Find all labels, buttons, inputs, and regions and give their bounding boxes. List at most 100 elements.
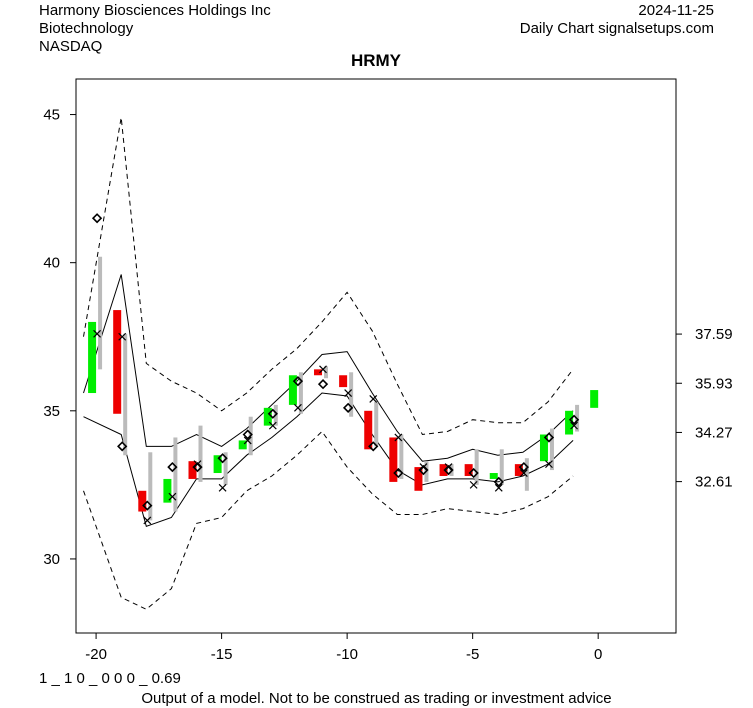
x-marker-stroke <box>519 469 528 477</box>
x-marker <box>143 516 152 525</box>
chart-source: Daily Chart signalsetups.com <box>519 20 714 37</box>
x-marker <box>369 395 378 403</box>
x-tick-label: -15 <box>211 646 233 663</box>
diamond-marker <box>142 500 153 511</box>
x-marker-stroke <box>344 389 353 397</box>
x-marker-stroke <box>319 365 327 374</box>
plot-frame <box>75 78 677 634</box>
x-marker-stroke <box>268 421 277 430</box>
axes: -20 -15 -10 -5 0 30 35 40 45 37.59 35.93 34.27 32.61 <box>43 107 732 663</box>
x-marker <box>93 329 102 338</box>
diamond-marker <box>543 432 555 443</box>
x-marker-stroke <box>469 480 478 489</box>
range-bar <box>198 425 203 482</box>
disclaimer: Output of a model. Not to be construed a… <box>141 690 612 707</box>
outer-upper-band <box>83 117 574 436</box>
candle-body <box>539 434 548 462</box>
candle-body <box>590 390 599 408</box>
x-marker-stroke <box>243 436 252 445</box>
x-marker-stroke <box>394 433 403 442</box>
chart-title: HRMY <box>351 51 402 70</box>
y-right-tick-label: 32.61 <box>695 474 733 491</box>
x-tick-label: -5 <box>466 646 479 663</box>
candle-body <box>339 375 348 388</box>
range-bar <box>549 428 554 471</box>
inner-upper-band <box>83 274 574 462</box>
exchange-label: NASDAQ <box>39 38 103 55</box>
diamond-marker <box>242 429 253 440</box>
x-marker <box>494 483 503 492</box>
candle-body <box>489 473 498 479</box>
candle-body <box>263 407 272 426</box>
range-bar <box>123 333 128 456</box>
range-bar <box>173 437 178 512</box>
diamond-marker <box>493 476 504 488</box>
range-bar <box>374 401 379 447</box>
diamond-marker <box>292 376 304 387</box>
range-bar <box>524 458 529 491</box>
candle-body <box>389 437 398 482</box>
range-bar <box>399 434 404 479</box>
diamond-marker <box>468 467 479 479</box>
range-bar <box>499 449 504 485</box>
candle-body <box>163 478 172 503</box>
x-marker <box>394 433 403 442</box>
candle-body <box>514 464 523 476</box>
x-tick-label: -10 <box>336 646 358 663</box>
y-tick-label: 45 <box>43 107 60 124</box>
markers <box>91 213 580 525</box>
diamond-marker <box>393 467 404 479</box>
x-marker <box>344 389 353 397</box>
x-tick-label: 0 <box>594 646 602 663</box>
y-tick-label: 35 <box>43 403 60 420</box>
x-tick-label: -20 <box>85 646 107 663</box>
company-name: Harmony Biosciences Holdings Inc <box>39 2 271 19</box>
diamond-marker <box>192 461 203 473</box>
candle-body <box>464 464 473 476</box>
x-marker <box>268 421 277 430</box>
diamond-marker <box>117 441 128 452</box>
range-bar <box>98 256 103 370</box>
range-bar <box>223 452 228 485</box>
x-marker <box>168 492 177 501</box>
x-marker <box>118 332 127 341</box>
y-right-tick-label: 35.93 <box>695 375 733 392</box>
diamond-marker <box>267 408 278 419</box>
candle-body <box>188 461 197 479</box>
x-marker <box>519 469 528 477</box>
x-marker-stroke <box>218 483 227 492</box>
sector-label: Biotechnology <box>39 20 134 37</box>
diamond-marker <box>317 379 329 390</box>
x-marker <box>243 436 252 445</box>
diamond-marker <box>418 464 429 476</box>
candle-body <box>113 310 122 414</box>
y-tick-label: 30 <box>43 551 60 568</box>
diamond-marker <box>167 461 178 473</box>
diamond-marker <box>518 461 529 473</box>
candle-body <box>138 490 147 512</box>
candle-body <box>288 375 297 405</box>
x-marker <box>469 480 478 489</box>
x-marker-stroke <box>93 329 102 338</box>
candle-body <box>565 410 574 435</box>
x-marker <box>570 421 578 430</box>
range-bar <box>349 372 354 417</box>
x-marker-stroke <box>570 421 578 430</box>
candle-body <box>414 467 423 491</box>
outer-lower-band <box>83 430 574 610</box>
candle-body <box>88 321 97 394</box>
range-bar <box>298 372 303 414</box>
diamond-marker <box>342 402 354 413</box>
x-marker-stroke <box>545 460 553 469</box>
x-marker-stroke <box>293 403 302 412</box>
candle-body <box>238 440 247 450</box>
candle-body <box>213 455 222 474</box>
diamond-marker <box>443 464 454 476</box>
diamond-marker <box>568 414 580 425</box>
range-bar <box>148 452 153 521</box>
x-marker <box>545 460 553 469</box>
x-marker-stroke <box>143 516 152 525</box>
x-marker <box>319 365 327 374</box>
y-right-tick-label: 34.27 <box>695 424 733 441</box>
